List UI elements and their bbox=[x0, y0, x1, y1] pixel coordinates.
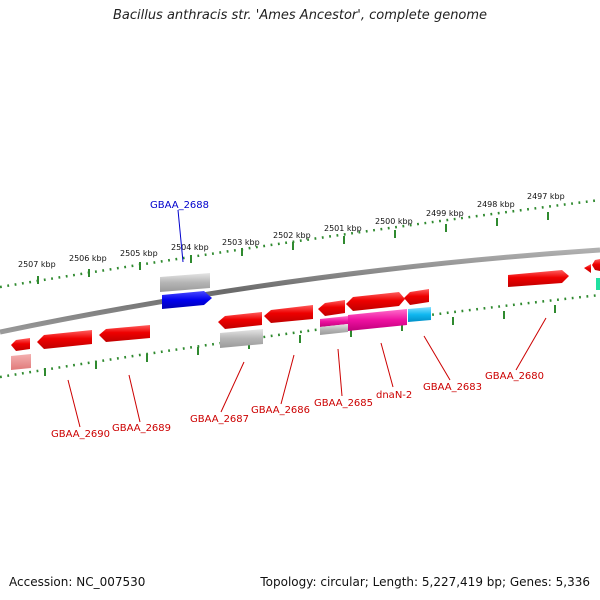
kbp-label: 2506 kbp bbox=[69, 254, 107, 263]
gene-left-edge-2[interactable] bbox=[11, 354, 31, 370]
gene-gbaa-2689[interactable] bbox=[99, 325, 150, 342]
gene-label-gbaa-2689[interactable]: GBAA_2689 bbox=[112, 423, 171, 434]
kbp-label: 2500 kbp bbox=[375, 217, 413, 226]
map-title: Bacillus anthracis str. 'Ames Ancestor',… bbox=[112, 8, 488, 23]
gene-label-gbaa-2687[interactable]: GBAA_2687 bbox=[190, 414, 249, 425]
gene-dnan-2-magenta[interactable] bbox=[348, 309, 407, 331]
outer-tick-ruler bbox=[0, 198, 600, 289]
kbp-label: 2505 kbp bbox=[120, 249, 158, 258]
gene-label-gbaa-2688[interactable]: GBAA_2688 bbox=[150, 200, 209, 211]
gene-labels: GBAA_2688 GBAA_2690 GBAA_2689 GBAA_2687 … bbox=[51, 200, 544, 440]
gene-label-gbaa-2680[interactable]: GBAA_2680 bbox=[485, 371, 544, 382]
gene-gbaa-2683[interactable] bbox=[404, 289, 429, 305]
gene-gbaa-2680[interactable] bbox=[508, 270, 569, 287]
gene-right-edge-3[interactable] bbox=[596, 278, 600, 290]
gene-left-edge-1[interactable] bbox=[11, 338, 30, 351]
kbp-label: 2503 kbp bbox=[222, 238, 260, 247]
kbp-label: 2497 kbp bbox=[527, 192, 565, 201]
gene-right-edge-1[interactable] bbox=[584, 264, 591, 273]
gene-label-gbaa-2690[interactable]: GBAA_2690 bbox=[51, 429, 110, 440]
gene-gbaa-2687-grey[interactable] bbox=[220, 329, 263, 348]
gene-label-dnan-2[interactable]: dnaN-2 bbox=[376, 390, 412, 401]
topology-text: Topology: circular; Length: 5,227,419 bp… bbox=[260, 575, 590, 589]
gene-label-gbaa-2686[interactable]: GBAA_2686 bbox=[251, 405, 310, 416]
gene-gbaa-2685-magenta[interactable] bbox=[320, 316, 348, 335]
kbp-labels: 2507 kbp 2506 kbp 2505 kbp 2504 kbp 2503… bbox=[18, 192, 565, 269]
gene-gbaa-2687[interactable] bbox=[218, 312, 262, 329]
genome-backbone bbox=[0, 247, 600, 335]
outer-major-ticks bbox=[37, 212, 549, 284]
kbp-label: 2501 kbp bbox=[324, 224, 362, 233]
kbp-label: 2504 kbp bbox=[171, 243, 209, 252]
kbp-label: 2499 kbp bbox=[426, 209, 464, 218]
accession-text: Accession: NC_007530 bbox=[9, 575, 146, 589]
gene-right-edge-2[interactable] bbox=[592, 259, 600, 271]
gene-gbaa-2685[interactable] bbox=[318, 300, 345, 316]
kbp-label: 2507 kbp bbox=[18, 260, 56, 269]
label-leaders bbox=[67, 209, 547, 428]
kbp-label: 2502 kbp bbox=[273, 231, 311, 240]
gene-gbaa-2683-cyan[interactable] bbox=[408, 307, 431, 322]
gene-gbaa-2690[interactable] bbox=[37, 330, 92, 349]
gene-label-gbaa-2683[interactable]: GBAA_2683 bbox=[423, 382, 482, 393]
gene-gbaa-2688-grey[interactable] bbox=[160, 273, 210, 292]
gene-dnan-2[interactable] bbox=[346, 292, 405, 311]
gene-gbaa-2686[interactable] bbox=[264, 305, 313, 323]
kbp-label: 2498 kbp bbox=[477, 200, 515, 209]
gene-label-gbaa-2685[interactable]: GBAA_2685 bbox=[314, 398, 373, 409]
gene-gbaa-2688[interactable] bbox=[162, 291, 212, 309]
